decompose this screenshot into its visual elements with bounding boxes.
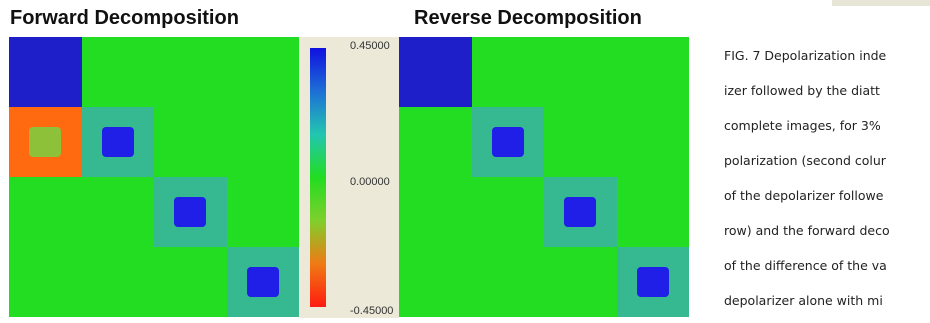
matrix-cell-1-0 [399, 107, 472, 177]
matrix-cell-core [29, 126, 62, 158]
matrix-cell-0-3 [226, 37, 299, 107]
caption-line: FIG. 7 Depolarization inde [724, 48, 887, 63]
matrix-cell-2-0 [399, 177, 472, 247]
colorbar-tick-mid: 0.00000 [350, 176, 390, 188]
matrix-cell-1-2 [544, 107, 617, 177]
matrix-cell-core [174, 196, 207, 228]
matrix-cell-core [636, 266, 669, 298]
forward-decomposition-title: Forward Decomposition [10, 7, 239, 29]
matrix-cell-0-2 [154, 37, 227, 107]
colorbar-gradient [310, 48, 326, 307]
matrix-cell-2-2 [544, 177, 617, 247]
reverse-decomposition-title: Reverse Decomposition [414, 7, 642, 29]
caption-line: polarization (second colur [724, 153, 886, 168]
matrix-cell-0-0 [399, 37, 472, 107]
caption-line: of the difference of the va [724, 258, 887, 273]
matrix-cell-3-1 [81, 247, 154, 317]
caption-line: depolarizer alone with mi [724, 293, 883, 308]
reverse-decomposition-matrix [399, 37, 689, 317]
matrix-cell-core [246, 266, 279, 298]
matrix-cell-1-0 [9, 107, 82, 177]
matrix-cell-1-2 [154, 107, 227, 177]
matrix-cell-1-3 [226, 107, 299, 177]
colorbar-tick-max: 0.45000 [350, 40, 390, 52]
matrix-cell-2-1 [471, 177, 544, 247]
matrix-cell-core [564, 196, 597, 228]
matrix-cell-1-1 [471, 107, 544, 177]
colorbar-panel: 0.45000 0.00000 -0.45000 [299, 37, 399, 318]
caption-line: row) and the forward deco [724, 223, 890, 238]
matrix-cell-2-3 [616, 177, 689, 247]
caption-line: of the depolarizer followe [724, 188, 884, 203]
matrix-cell-3-0 [9, 247, 82, 317]
matrix-cell-0-1 [81, 37, 154, 107]
matrix-cell-3-1 [471, 247, 544, 317]
colorbar-tick-min: -0.45000 [350, 305, 394, 317]
matrix-cell-3-2 [154, 247, 227, 317]
corner-strip [832, 0, 930, 6]
matrix-cell-2-3 [226, 177, 299, 247]
matrix-cell-1-1 [81, 107, 154, 177]
matrix-cell-2-1 [81, 177, 154, 247]
matrix-cell-0-3 [616, 37, 689, 107]
matrix-cell-0-0 [9, 37, 82, 107]
figure-caption: FIG. 7 Depolarization inde izer followed… [724, 38, 930, 323]
matrix-cell-2-0 [9, 177, 82, 247]
matrix-cell-core [101, 126, 134, 158]
matrix-cell-0-2 [544, 37, 617, 107]
matrix-cell-3-2 [544, 247, 617, 317]
matrix-cell-3-3 [226, 247, 299, 317]
matrix-cell-1-3 [616, 107, 689, 177]
caption-line: izer followed by the diatt [724, 83, 880, 98]
caption-line: complete images, for 3% [724, 118, 881, 133]
matrix-cell-3-0 [399, 247, 472, 317]
forward-decomposition-matrix [9, 37, 299, 317]
matrix-cell-core [491, 126, 524, 158]
matrix-cell-3-3 [616, 247, 689, 317]
matrix-cell-0-1 [471, 37, 544, 107]
matrix-cell-2-2 [154, 177, 227, 247]
